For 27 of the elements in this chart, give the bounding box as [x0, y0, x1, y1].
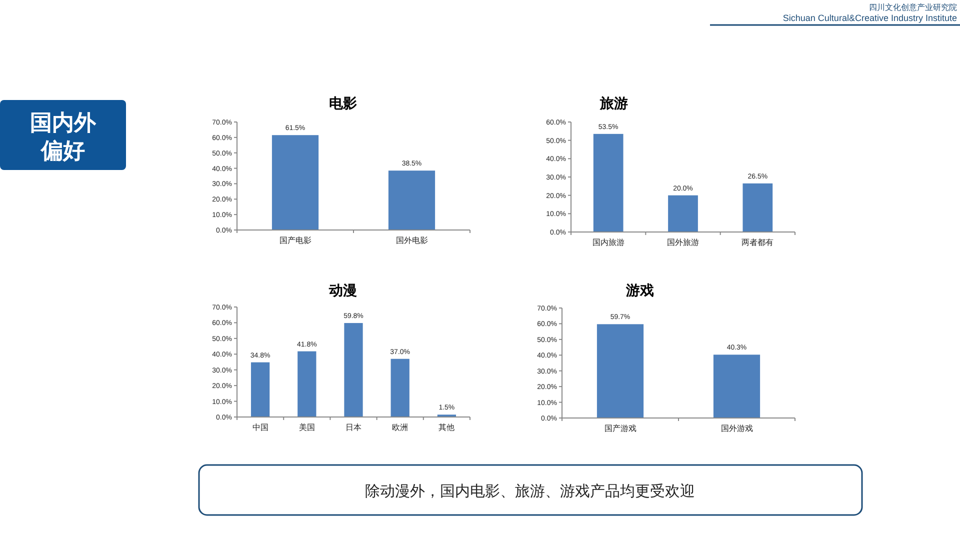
- x-tick-label: 国外游戏: [720, 424, 753, 433]
- text: Sichuan Cultural&Creative Industry Institute: [782, 13, 957, 23]
- chart-title: 电影: [329, 96, 357, 112]
- x-tick-label: 国外旅游: [667, 238, 699, 247]
- x-tick-label: 国外电影: [396, 236, 428, 245]
- text: 国内外偏好: [30, 110, 97, 164]
- text: 除动漫外，国内电影、旅游、游戏产品均更受欢迎: [365, 482, 695, 500]
- bar: [390, 358, 410, 417]
- x-tick-label: 美国: [298, 423, 315, 432]
- x-tick-label: 欧洲: [392, 423, 408, 432]
- x-tick-label: 其他: [438, 423, 455, 432]
- bar: [593, 134, 624, 232]
- bar: [344, 323, 363, 417]
- text: 四川文化创意产业研究院: [869, 3, 957, 12]
- x-tick-label: 日本: [346, 423, 362, 432]
- chart-title: 游戏: [625, 283, 654, 299]
- bar: [668, 195, 698, 232]
- chart-title: 旅游: [599, 96, 628, 112]
- x-tick-label: 中国: [252, 423, 268, 432]
- x-tick-label: 国产电影: [279, 236, 312, 245]
- x-tick-label: 国内旅游: [592, 238, 624, 247]
- bar: [742, 183, 773, 232]
- chart-title: 动漫: [328, 283, 357, 299]
- bar: [250, 362, 270, 417]
- x-tick-label: 两者都有: [742, 238, 774, 247]
- bar: [298, 351, 316, 417]
- x-tick-label: 国产游戏: [604, 424, 636, 433]
